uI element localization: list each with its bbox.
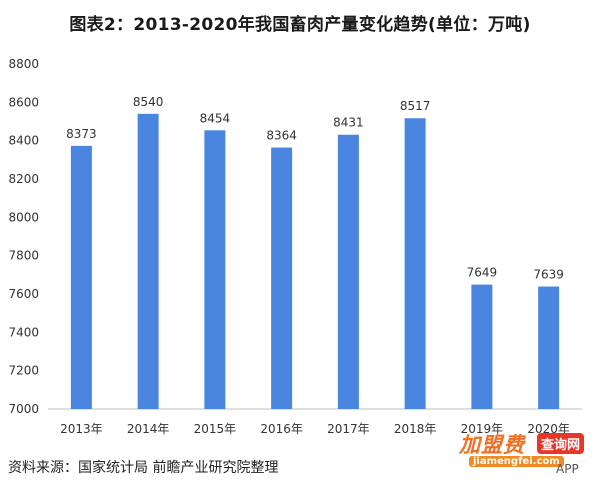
x-tick-label: 2019年 [461,422,504,436]
bar-value-label: 8454 [200,111,231,125]
y-tick-label: 7400 [8,325,39,339]
x-tick-label: 2014年 [127,422,170,436]
brand-tag: 查询网 [537,433,585,454]
bar [271,147,293,410]
y-tick-label: 7600 [8,287,39,301]
bar [70,145,92,409]
chart-title: 图表2：2013-2020年我国畜肉产量变化趋势(单位：万吨) [69,15,531,35]
x-tick-label: 2018年 [394,422,437,436]
x-tick-label: 2015年 [194,422,237,436]
y-tick-label: 8400 [8,134,39,148]
brand-url: jiamengfei.com [469,456,564,467]
y-tick-label: 7000 [8,402,39,416]
x-tick-label: 2020年 [527,422,570,436]
source-note: 资料来源：国家统计局 前瞻产业研究院整理 [8,460,279,476]
x-tick-label: 2013年 [60,422,103,436]
y-tick-label: 7200 [8,364,39,378]
bar [337,134,359,409]
bar-value-label: 8540 [133,95,164,109]
bar [204,130,226,410]
bar-value-label: 7649 [467,266,498,280]
bar [404,118,426,409]
bar-value-label: 8373 [66,127,97,141]
brand-name: 加盟费 [459,433,525,457]
y-tick-label: 8200 [8,172,39,186]
bar-value-label: 8364 [266,129,297,143]
brand-badge: 加盟费 查询网 jiamengfei.com APP [459,429,599,489]
bar-value-label: 8431 [333,116,364,130]
y-tick-label: 7800 [8,249,39,263]
bar [538,286,560,409]
bar-value-label: 8517 [400,99,431,113]
bar [471,284,493,409]
y-tick-label: 8800 [8,57,39,71]
bar-value-label: 7639 [533,268,564,282]
app-label: APP [556,462,579,476]
bar [137,113,159,409]
x-tick-label: 2016年 [260,422,303,436]
x-tick-label: 2017年 [327,422,370,436]
y-tick-label: 8600 [8,95,39,109]
y-tick-label: 8000 [8,210,39,224]
